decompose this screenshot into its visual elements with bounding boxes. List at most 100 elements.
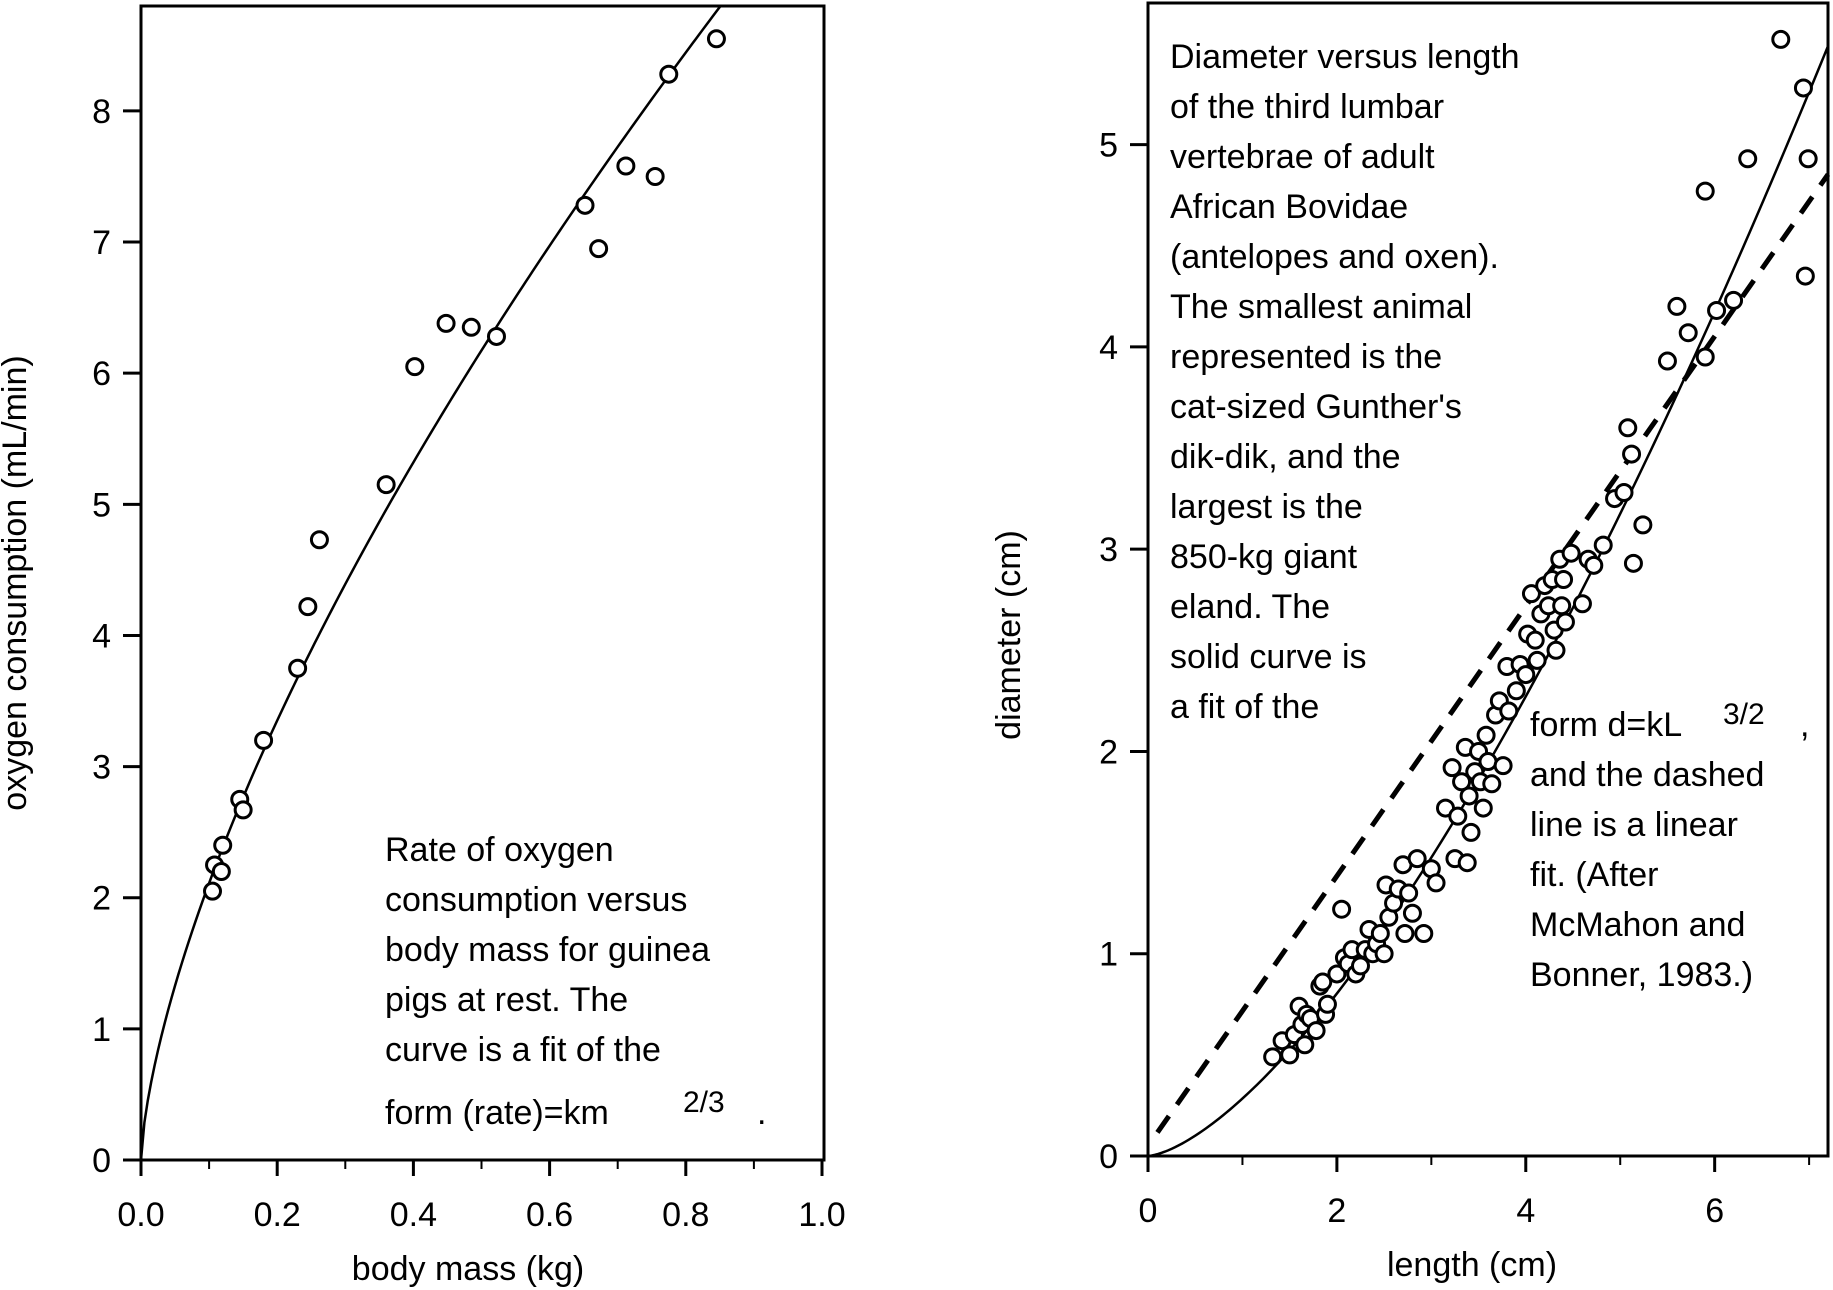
right-data-point <box>1452 772 1472 792</box>
right-y-tick-label: 0 <box>1099 1138 1118 1176</box>
right-caption-line: represented is the <box>1170 338 1442 376</box>
left-data-point <box>254 730 274 750</box>
left-y-tick-label: 0 <box>92 1142 111 1180</box>
right-linear-fit-line <box>1155 173 1831 1134</box>
left-y-tick-label: 4 <box>92 617 111 655</box>
left-x-axis-label: body mass (kg) <box>352 1250 584 1288</box>
right-data-point <box>1667 296 1687 316</box>
left-caption-line: curve is a fit of the <box>385 1031 661 1069</box>
right-x-ticks: 0 2 4 6 <box>1139 1156 1811 1230</box>
right-y-tick-label: 3 <box>1099 531 1118 569</box>
right-caption-line: a fit of the <box>1170 688 1319 726</box>
right-caption-line: The smallest animal <box>1170 288 1472 326</box>
right-caption-line: and the dashed <box>1530 756 1764 794</box>
right-data-point <box>1295 1035 1315 1055</box>
right-chart: 0 1 2 3 4 5 0 2 4 6 diameter (cm) length (cm) Di… <box>990 1 1831 1284</box>
right-data-point <box>1695 181 1715 201</box>
right-caption-line: solid curve is <box>1170 638 1367 676</box>
right-data-point <box>1263 1047 1283 1067</box>
right-caption-line: eland. The <box>1170 588 1330 626</box>
right-data-point <box>1657 351 1677 371</box>
left-y-tick-label: 8 <box>92 93 111 131</box>
right-caption-line: largest is the <box>1170 488 1363 526</box>
right-data-point <box>1332 899 1352 919</box>
right-caption-line: line is a linear <box>1530 806 1738 844</box>
left-x-tick-label: 0.4 <box>390 1196 437 1234</box>
right-data-point <box>1584 555 1604 575</box>
right-data-point <box>1313 972 1333 992</box>
right-data-point <box>1317 994 1337 1014</box>
right-data-point <box>1478 752 1498 772</box>
right-y-tick-label: 5 <box>1099 127 1118 165</box>
left-data-point <box>616 156 636 176</box>
left-data-point <box>645 166 665 186</box>
right-y-ticks: 0 1 2 3 4 5 <box>1099 127 1148 1176</box>
right-data-point <box>1407 849 1427 869</box>
left-y-tick-label: 5 <box>92 486 111 524</box>
left-x-tick-label: 1.0 <box>798 1196 845 1234</box>
right-data-point <box>1738 149 1758 169</box>
left-data-point <box>288 658 308 678</box>
left-caption-line: body mass for guinea <box>385 931 710 969</box>
right-plot-frame <box>1146 1 1830 1158</box>
right-data-point <box>1695 347 1715 367</box>
right-data-point <box>1798 149 1818 169</box>
right-data-point <box>1554 570 1574 589</box>
right-data-point <box>1414 923 1434 943</box>
left-caption-line: form (rate)=km <box>385 1094 609 1132</box>
left-caption-line: pigs at rest. The <box>385 981 628 1019</box>
right-data-point <box>1280 1045 1300 1065</box>
right-data-point <box>1521 584 1541 604</box>
right-x-tick-label: 0 <box>1139 1192 1158 1230</box>
right-data-point <box>1771 29 1791 49</box>
right-data-points <box>1263 29 1818 1067</box>
left-data-point <box>589 239 609 259</box>
left-data-point <box>461 317 481 337</box>
left-data-point <box>706 29 726 49</box>
left-x-tick-label: 0.8 <box>662 1196 709 1234</box>
right-y-axis-label: diameter (cm) <box>990 530 1028 740</box>
right-data-point <box>1473 798 1493 818</box>
right-data-point <box>1327 964 1347 984</box>
right-caption-line: dik-dik, and the <box>1170 438 1401 476</box>
right-caption-form: form d=kL <box>1530 706 1682 744</box>
left-caption-superscript: 2/3 <box>683 1086 725 1119</box>
right-data-point <box>1622 444 1642 464</box>
left-data-point <box>213 835 233 855</box>
right-caption-comma: , <box>1800 706 1809 744</box>
right-data-point <box>1546 640 1566 660</box>
left-data-points <box>203 29 726 901</box>
right-caption-line: (antelopes and oxen). <box>1170 238 1499 276</box>
left-data-point <box>203 881 223 901</box>
right-y-tick-label: 1 <box>1099 936 1118 974</box>
right-data-point <box>1793 78 1813 98</box>
right-caption-line: cat-sized Gunther's <box>1170 388 1462 426</box>
left-x-tick-label: 0.0 <box>117 1196 164 1234</box>
left-data-point <box>309 530 329 550</box>
left-data-point <box>405 357 425 377</box>
right-caption-line: Diameter versus length <box>1170 38 1520 76</box>
right-data-point <box>1448 806 1468 826</box>
left-data-point <box>575 195 595 215</box>
right-data-point <box>1442 758 1462 778</box>
left-data-point <box>211 862 231 881</box>
right-data-point <box>1459 786 1479 806</box>
right-y-tick-label: 4 <box>1099 329 1118 367</box>
right-x-tick-label: 4 <box>1516 1192 1535 1230</box>
left-data-point <box>298 597 318 617</box>
right-data-point <box>1561 543 1581 563</box>
right-data-point <box>1370 923 1390 943</box>
right-data-point <box>1724 290 1744 310</box>
left-caption-line: consumption versus <box>385 881 687 919</box>
right-data-point <box>1499 701 1519 721</box>
right-data-point <box>1402 903 1422 923</box>
right-x-tick-label: 2 <box>1327 1192 1346 1230</box>
left-y-tick-label: 2 <box>92 880 111 918</box>
right-x-axis-label: length (cm) <box>1387 1246 1557 1284</box>
left-x-ticks: 0.0 0.2 0.4 0.6 0.8 1.0 <box>117 1160 846 1234</box>
right-caption-line: vertebrae of adult <box>1170 138 1435 176</box>
right-data-point <box>1552 596 1572 616</box>
right-data-point <box>1493 756 1513 776</box>
right-data-point <box>1516 665 1536 685</box>
